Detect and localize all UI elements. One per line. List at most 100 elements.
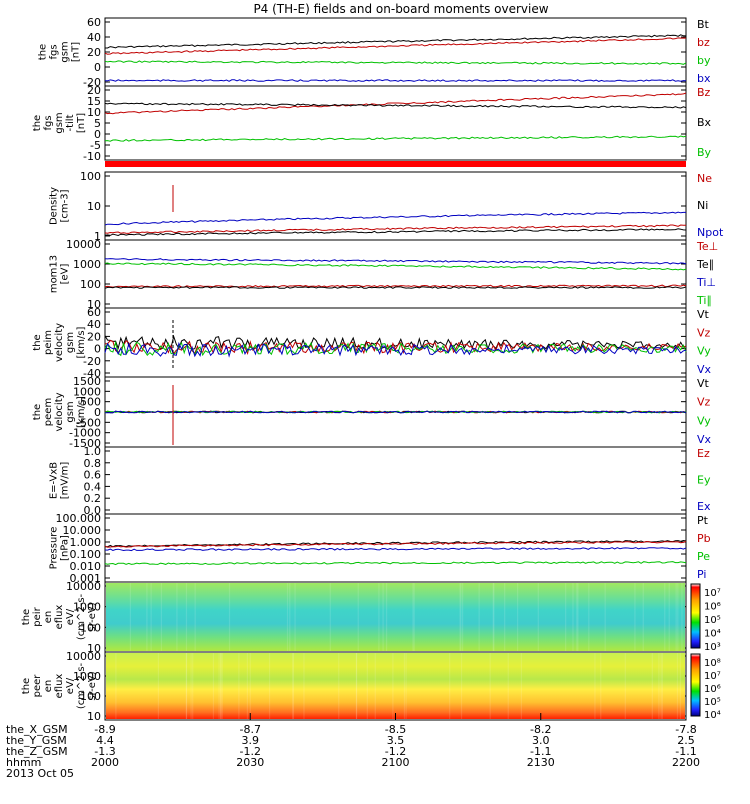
y-axis-label: gsm [60,41,71,62]
y-axis-label: mom13 [49,255,60,293]
y-axis-label: the [21,678,32,694]
legend-ti∥: Ti∥ [696,294,712,307]
panel-density: 100 10 1 Density [cm-3] Ne Ni Npot [49,170,724,243]
spectrogram-texture [150,583,152,651]
separator-bar [105,161,686,167]
series-pb-line [104,540,687,548]
y-tick-label: 10 [87,642,101,655]
spectrogram-texture [238,653,240,719]
y-tick-label: 100 [80,621,101,634]
y-tick-label: 1000 [73,601,101,614]
series-ti⊥-line [104,258,687,265]
spectrogram-texture [303,653,305,719]
y-axis-label: velocity [54,392,65,431]
y-tick-label: 5 [94,117,101,130]
series-pt-line [105,539,687,548]
axis-row-label: the_Z_GSM [6,745,68,758]
spectrogram-texture [249,653,251,719]
y-axis-label: peer [32,674,43,698]
y-axis-label: eV/ [65,677,76,694]
y-axis-label: E=-VxB [49,462,60,499]
legend-pb: Pb [697,532,711,545]
axis-row-label: the_X_GSM [6,723,68,736]
spectrogram-texture [493,583,495,651]
axis-row-label: the_Y_GSM [6,734,67,747]
legend-vz: Vz [697,326,711,339]
y-axis-label: [cm-3] [60,189,71,222]
spectrogram-texture [338,653,340,719]
spectrogram-texture [228,583,231,651]
y-tick-label: 20 [87,84,101,97]
spectrogram-image [106,583,685,651]
y-tick-label: 20 [87,46,101,59]
axis-row-value: 3.9 [242,734,260,747]
colorbar-tick-label: 10⁴ [704,710,721,721]
spectrogram-texture [681,583,683,651]
spectrogram-texture [507,653,509,719]
spectrogram-texture [146,583,148,651]
colorbar-tick-label: 10⁴ [704,629,721,640]
spectrogram-texture [460,653,463,719]
y-axis-label: [km/s] [76,396,87,428]
legend-pi: Pi [697,568,706,581]
spectrogram-texture [449,653,451,719]
colorbar [690,583,701,649]
spectrogram-texture [374,653,376,719]
legend-bx: bx [697,72,711,85]
axis-row-value: 2.5 [677,734,695,747]
spectrogram-texture [382,583,384,651]
y-tick-label: 100 [80,170,101,183]
legend-te⊥: Te⊥ [696,240,718,253]
spectrogram-texture [572,583,574,651]
y-axis-label: sr-eV) [87,671,98,700]
y-axis-label: gsm [65,332,76,353]
spectrogram-texture [386,583,388,651]
y-tick-label: 0 [94,61,101,74]
spectrogram-texture [129,583,132,651]
series-bt-line [105,34,687,49]
spectrogram-texture [194,583,196,651]
y-tick-label: 10000 [66,238,101,251]
axis-date: 2013 Oct 05 [6,767,74,780]
y-tick-label: 0.010 [70,560,102,573]
spectrogram-texture [594,653,596,719]
spectrogram-texture [220,653,222,719]
axis-row-value: 2000 [91,756,119,769]
y-tick-label: 1.0 [84,445,102,458]
y-tick-label: 0 [94,128,101,141]
spectrogram-texture [459,583,461,651]
y-axis-label: [nPa] [60,535,71,561]
panel-temperature: 10000 1000 100 10 mom13 [eV] Te⊥ Te∥ Ti⊥ Ti∥ [49,238,719,311]
spectrogram-texture [661,653,663,719]
spectrogram-texture [355,653,358,719]
legend-by: By [697,146,712,159]
spectrogram-texture [190,653,192,719]
y-axis-label: peim [43,330,54,355]
spectrogram-texture [246,653,248,719]
y-axis-label: fgs [43,115,54,130]
y-tick-label: 10 [87,710,101,723]
spectrogram-texture [412,583,414,651]
y-tick-label: 10000 [66,650,101,663]
axis-row-value: 2200 [672,756,700,769]
axis-row-value: -8.2 [530,723,551,736]
spectrogram-texture [658,653,660,719]
spectrogram-texture [157,653,160,719]
y-axis-label: the [32,404,43,420]
y-tick-label: 1000 [73,385,101,398]
axis-row-value: 3.0 [532,734,550,747]
axis-row-value: 2130 [527,756,555,769]
y-axis-label: Pressure [49,527,60,570]
y-axis-label: the [32,334,43,350]
legend-ne: Ne [697,172,712,185]
y-tick-label: 0.8 [84,457,102,470]
spectrogram-texture [289,583,291,651]
spectrogram-texture [192,653,194,719]
y-tick-label: 100 [80,690,101,703]
y-tick-label: 500 [80,396,101,409]
spectrogram-texture [413,583,415,651]
colorbar-tick-label: 10⁷ [704,671,721,682]
spectrogram-texture [355,653,358,719]
